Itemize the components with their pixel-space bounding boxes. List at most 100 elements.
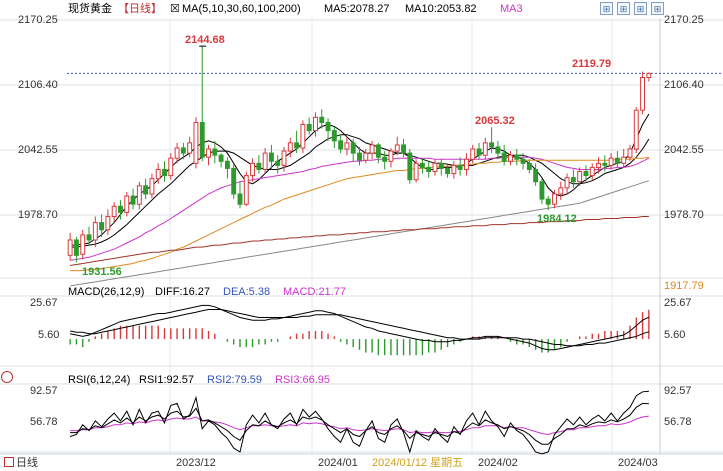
period-icon [4,457,14,467]
ma-line-ma200 [70,216,649,266]
candle-body [187,142,193,154]
candle-body [564,177,570,189]
macd-tick: 25.67 [664,297,692,309]
candle-body [419,162,425,168]
candle-body [174,147,180,159]
candle-body [168,157,174,177]
ma-checkbox-icon[interactable]: ☒ [170,3,180,15]
candle-body [250,162,256,177]
candle-body [470,148,476,160]
candle-body [413,162,419,181]
candle-body [118,205,123,213]
candle-body [375,144,381,158]
rsi3-value: RSI3:66.95 [275,374,331,386]
candle-body [287,142,293,152]
candle-body [438,162,444,169]
macd-diff-line [69,304,650,351]
candle-body [514,154,520,160]
candle-body [325,121,331,132]
candle-body [457,164,463,170]
rsi-tick: 56.78 [30,416,58,428]
price-tick: 2170.25 [18,14,58,26]
rsi1-value: RSI1:92.57 [139,374,195,386]
price-tick: 1978.70 [18,209,58,221]
candle-body [344,142,350,150]
candle-body [73,239,79,256]
candle-body [476,148,482,156]
price-tick: 1978.70 [664,209,704,221]
period-button[interactable]: 日线 [4,456,62,471]
candle-body [155,168,161,180]
candle-body [67,239,73,256]
settings-grid-icon[interactable]: ⊞ [651,2,664,15]
candle-body [394,144,400,152]
candle-body [627,148,633,158]
candle-body [495,146,501,154]
candle-body [451,164,457,175]
candle-body [218,154,224,162]
candle-body [640,76,646,111]
ma3-value: MA3 [500,3,523,15]
annotation-start-low: 1931.56 [82,266,122,278]
annotation-last-high: 2119.79 [572,58,612,70]
ma5-value: MA5:2078.27 [324,3,390,15]
candle-body [319,116,325,123]
candle-body [313,116,318,132]
candle-body [199,121,205,158]
crosshair-icon[interactable] [1,371,13,383]
candle-body [281,150,287,166]
candle-body [256,162,262,170]
ma-line-ma100 [70,180,650,287]
candle-body [596,162,601,168]
candle-body [268,152,274,162]
settings-grid-icon[interactable]: ⊞ [634,2,647,15]
candle-body [583,171,589,177]
chart-header: 现货黄金 【日线】 ☒ MA(5,10,30,60,100,200) MA5:2… [0,0,723,18]
macd-tick: 5.60 [38,329,60,341]
candle-body [149,178,155,195]
candle-body [99,222,105,231]
candle-body [463,158,469,170]
rsi3-line [70,415,649,436]
candle-body [558,187,564,195]
macd-tick: 25.67 [30,297,58,309]
candle-body [482,142,488,156]
candle-body [86,234,92,241]
rsi-tick: 92.57 [30,385,58,397]
candle-body [275,160,281,166]
current-price-tick: 1917.79 [664,280,704,292]
settings-grid-icon[interactable]: ⊞ [600,2,613,15]
macd-tick: 5.60 [664,329,686,341]
candle-body [602,162,608,166]
candle-body [445,167,451,175]
ma10-value: MA10:2053.82 [405,3,477,15]
candle-body [533,168,539,183]
candle-body [526,162,532,170]
candle-body [111,205,117,217]
period-label[interactable]: 【日线】 [118,3,162,15]
date-tick: 2024/01 [318,457,358,469]
candle-body [143,185,149,195]
candle-body [646,72,652,78]
candle-body [489,142,495,148]
candle-body [545,198,551,205]
candle-body [294,142,300,149]
candle-body [136,185,142,205]
price-tick: 2042.55 [18,144,58,156]
candle-body [426,166,432,173]
rsi-params: RSI(6,12,24) [68,374,131,386]
candle-body [124,195,130,213]
price-tick: 2106.40 [664,79,704,91]
candle-body [577,171,583,183]
candle-body [80,234,86,255]
candle-body [621,156,627,164]
settings-grid-icon[interactable]: ⊞ [617,2,630,15]
macd-dea-line [69,309,650,347]
rsi1-line [69,390,649,455]
candle-body [162,168,167,177]
rsi-tick: 92.57 [664,385,692,397]
candle-body [570,177,576,183]
macd-params: MACD(26,12,9) [68,286,145,298]
